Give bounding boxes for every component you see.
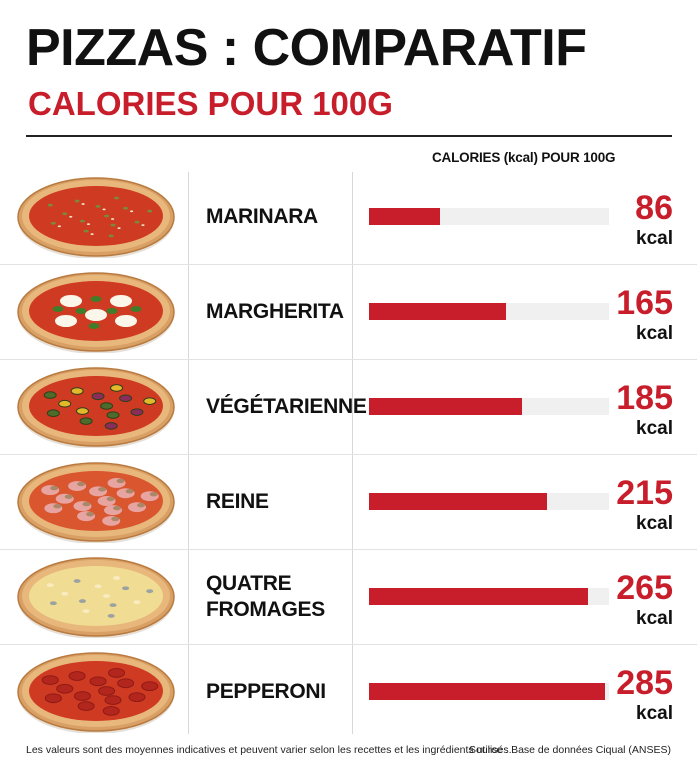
- chart-row: VÉGÉTARIENNE 185 kcal: [0, 360, 697, 455]
- chart-row: QUATRE FROMAGES 265 kcal: [0, 550, 697, 645]
- chart-row: PEPPERONI 285 kcal: [0, 645, 697, 739]
- unit-label: kcal: [636, 608, 673, 629]
- page-subtitle: CALORIES POUR 100G: [28, 85, 393, 122]
- chart-row: MARINARA 86 kcal: [0, 170, 697, 265]
- category-label: PEPPERONI: [206, 645, 346, 739]
- category-label-text: PEPPERONI: [206, 680, 326, 703]
- bar-track: [369, 683, 609, 700]
- unit-label: kcal: [636, 418, 673, 439]
- chart-row: MARGHERITA 165 kcal: [0, 265, 697, 360]
- chart-rows: MARINARA 86 kcal MARGHERITA 165 kcal VÉGÉTARIE…: [0, 170, 697, 739]
- bar: [369, 493, 547, 510]
- category-label-text: MARGHERITA: [206, 300, 344, 323]
- category-label-text: MARINARA: [206, 205, 318, 228]
- column-divider-name: [352, 172, 353, 734]
- value-label: 185: [616, 379, 673, 417]
- unit-label: kcal: [636, 703, 673, 724]
- unit-label: kcal: [636, 323, 673, 344]
- bar: [369, 683, 605, 700]
- category-label: REINE: [206, 455, 346, 549]
- category-label-text: VÉGÉTARIENNE: [206, 395, 367, 418]
- bar: [369, 398, 522, 415]
- value-label: 165: [616, 284, 673, 322]
- category-label: QUATRE FROMAGES: [206, 550, 346, 644]
- value-label: 265: [616, 569, 673, 607]
- pepperoni-pizza-icon: [17, 652, 175, 733]
- page-title: PIZZAS : COMPARATIF: [26, 19, 587, 77]
- footer-note: Les valeurs sont des moyennes indicative…: [26, 744, 512, 756]
- category-label-text: QUATRE FROMAGES: [206, 572, 325, 621]
- four-cheese-pizza-icon: [17, 557, 175, 638]
- bar-track: [369, 493, 609, 510]
- chart-row: REINE 215 kcal: [0, 455, 697, 550]
- column-divider-image: [188, 172, 189, 734]
- title-divider: [26, 135, 672, 137]
- category-label: MARGHERITA: [206, 265, 346, 359]
- vegetarian-pizza-icon: [17, 367, 175, 448]
- value-label: 285: [616, 664, 673, 702]
- column-header: CALORIES (kcal) POUR 100G: [432, 150, 616, 165]
- bar-track: [369, 588, 609, 605]
- margherita-pizza-icon: [17, 272, 175, 353]
- reine-pizza-icon: [17, 462, 175, 543]
- bar: [369, 588, 588, 605]
- unit-label: kcal: [636, 513, 673, 534]
- footer-source: Source : Base de données Ciqual (ANSES): [469, 744, 671, 756]
- bar-track: [369, 303, 609, 320]
- category-label: MARINARA: [206, 170, 346, 264]
- value-label: 215: [616, 474, 673, 512]
- bar-track: [369, 208, 609, 225]
- bar: [369, 208, 440, 225]
- marinara-pizza-icon: [17, 177, 175, 258]
- category-label: VÉGÉTARIENNE: [206, 360, 367, 454]
- value-label: 86: [635, 189, 673, 227]
- category-label-text: REINE: [206, 490, 269, 513]
- bar: [369, 303, 506, 320]
- unit-label: kcal: [636, 228, 673, 249]
- bar-track: [369, 398, 609, 415]
